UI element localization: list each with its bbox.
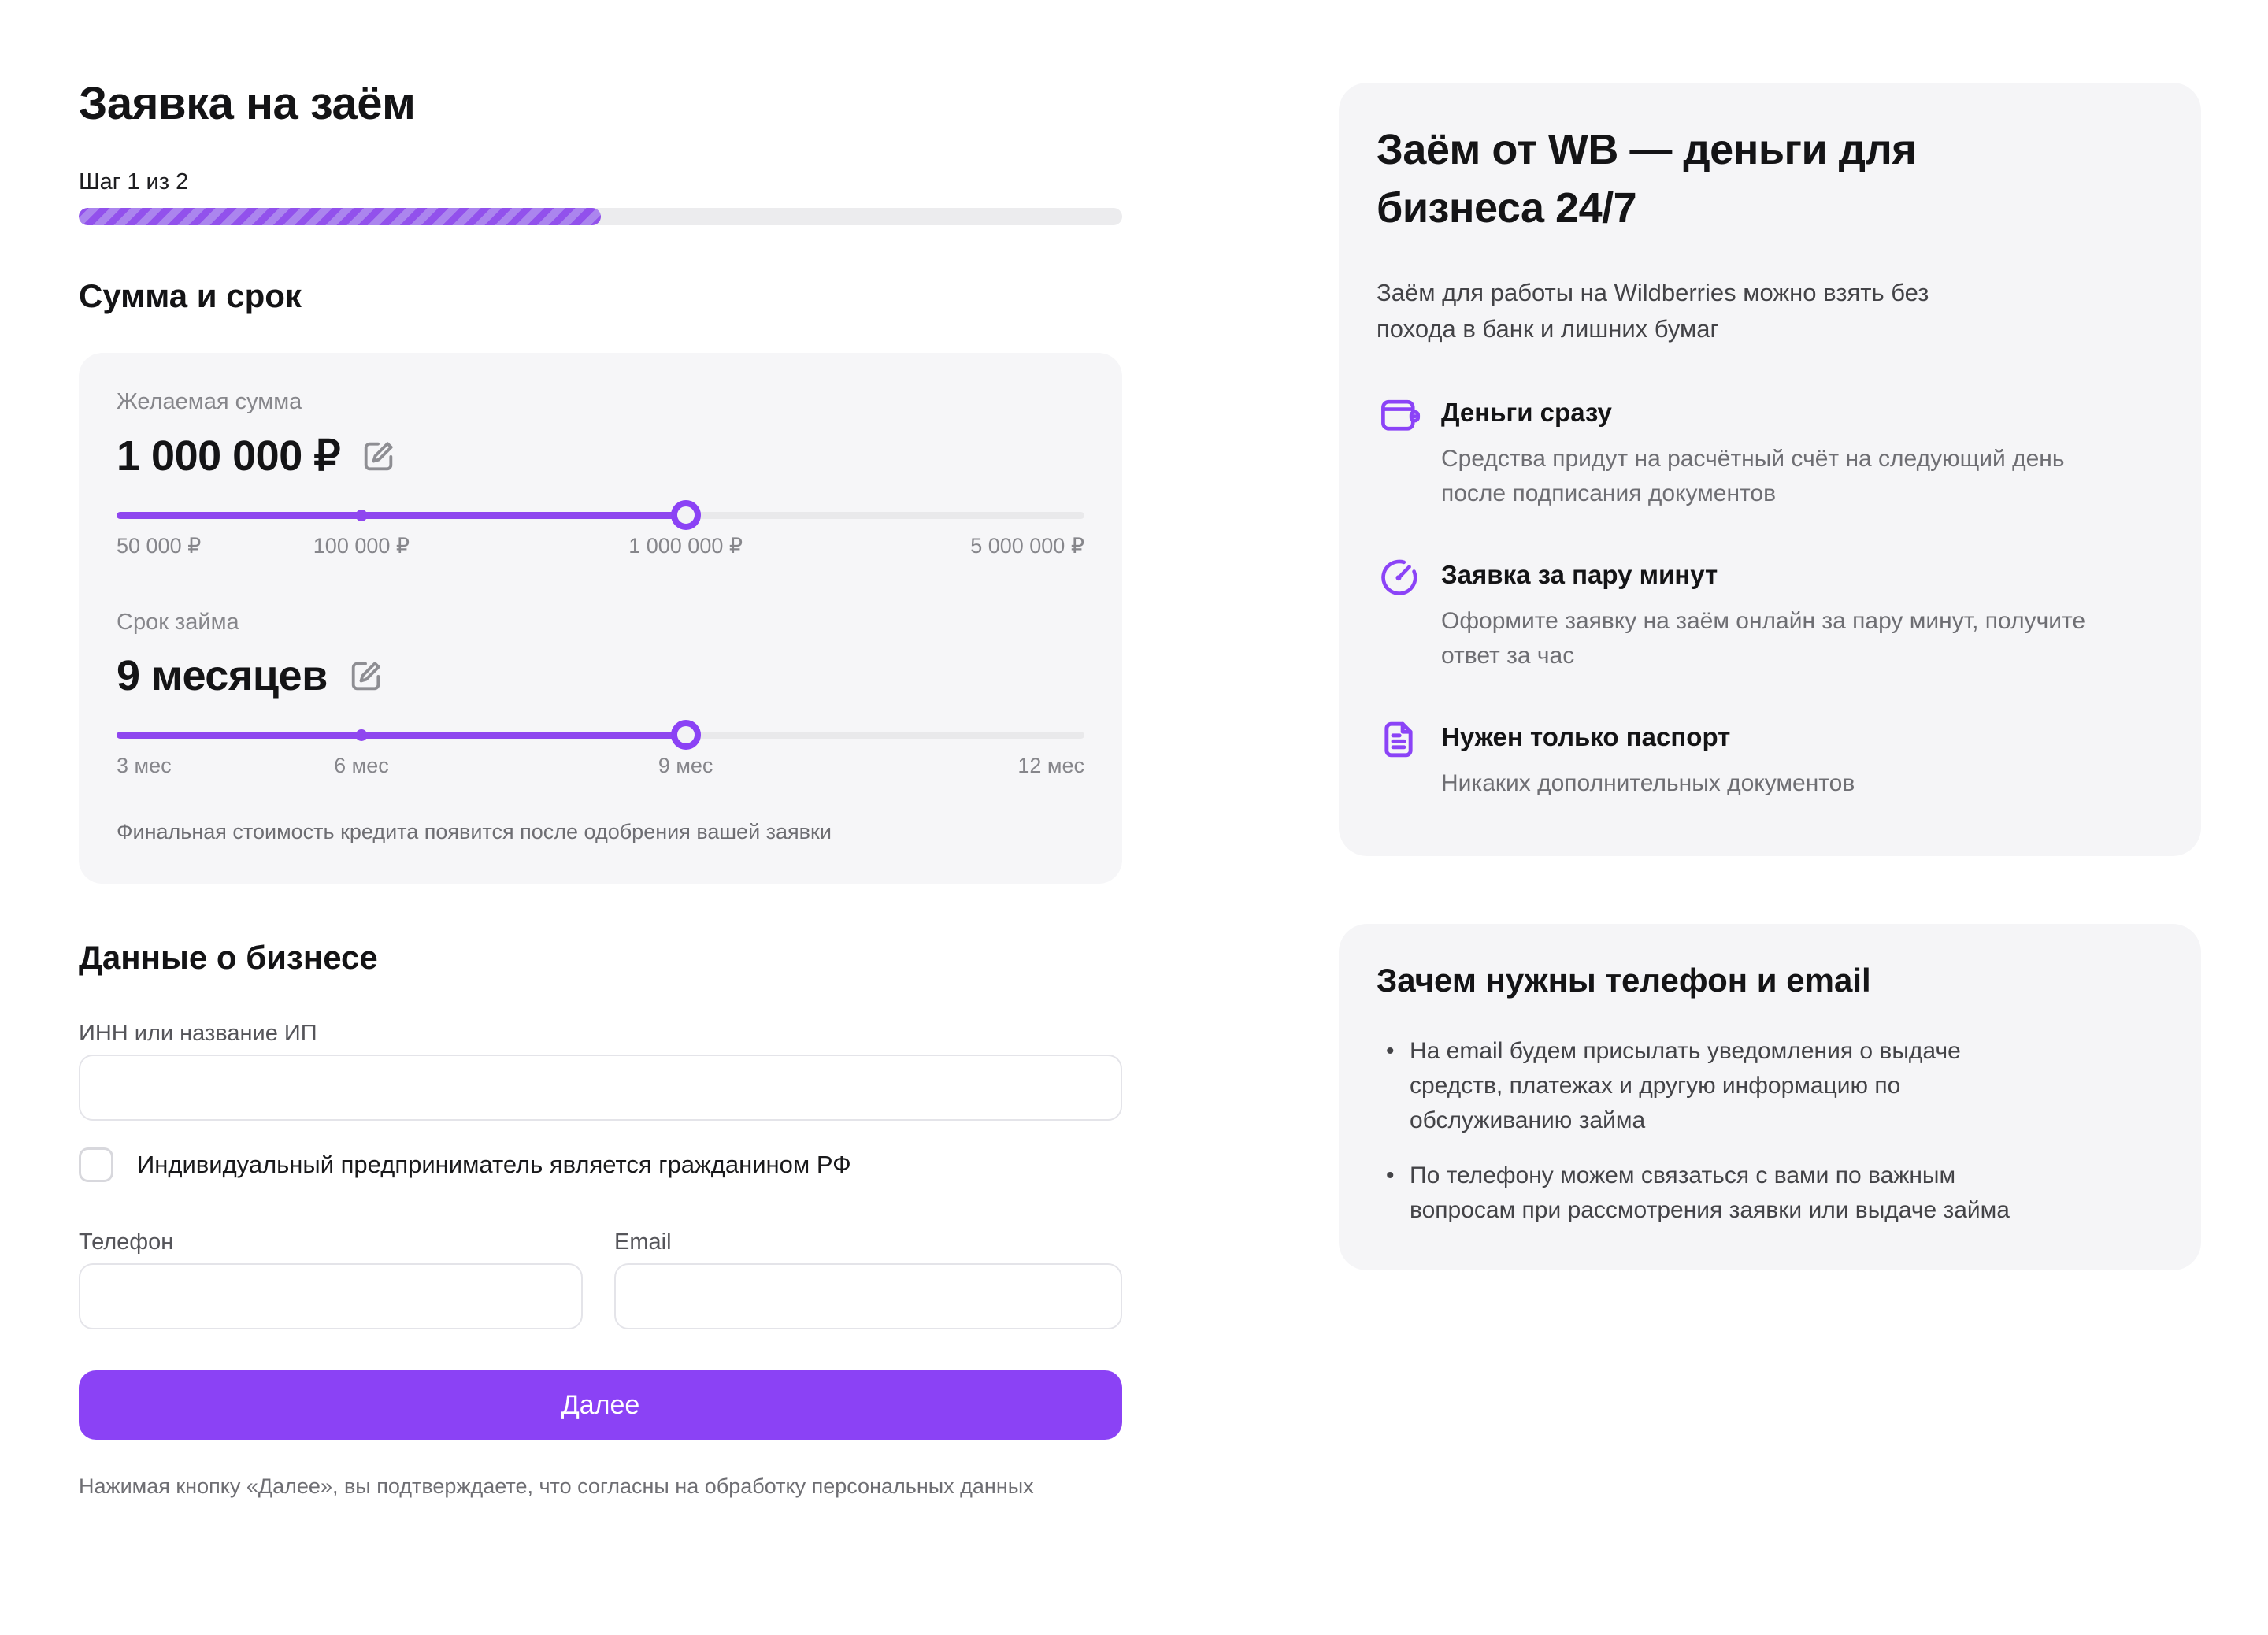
feature-passport-only: Нужен только паспорт Никаких дополнитель… (1377, 721, 2163, 801)
term-slider-fill (117, 732, 686, 739)
bullet-text: На email будем присылать уведомления о в… (1410, 1038, 1961, 1133)
promo-card: Заём от WB — деньги для бизнеса 24/7 Заё… (1339, 83, 2201, 856)
citizen-checkbox-row[interactable]: Индивидуальный предприниматель является … (79, 1147, 1122, 1182)
feature-list: Деньги сразу Средства придут на расчётны… (1377, 398, 2163, 801)
amount-label: Желаемая сумма (117, 389, 302, 414)
edit-amount-icon[interactable] (361, 438, 397, 474)
feature-description: Никаких дополнительных документов (1441, 770, 1855, 796)
citizen-checkbox[interactable] (79, 1147, 113, 1182)
amount-section-heading: Сумма и срок (79, 277, 302, 314)
next-button[interactable]: Далее (79, 1370, 1122, 1440)
list-item: • По телефону можем связаться с вами по … (1377, 1159, 2055, 1228)
promo-subtitle: Заём для работы на Wildberries можно взя… (1377, 279, 1929, 343)
info-column: Заём от WB — деньги для бизнеса 24/7 Заё… (1339, 83, 2201, 1270)
feature-description: Оформите заявку на заём онлайн за пару м… (1441, 608, 2086, 669)
edit-term-icon[interactable] (348, 658, 384, 694)
term-label: Срок займа (117, 610, 239, 635)
document-icon (1377, 717, 1421, 762)
term-value: 9 месяцев (117, 652, 328, 699)
progress-fill (79, 208, 601, 225)
phone-input[interactable] (79, 1263, 583, 1329)
list-item: • На email будем присылать уведомления о… (1377, 1034, 2055, 1138)
term-tick-3: 9 мес (658, 754, 713, 777)
feature-title: Нужен только паспорт (1441, 722, 1731, 751)
amount-slider-step-dot (355, 510, 368, 521)
step-indicator: Шаг 1 из 2 (79, 169, 189, 195)
why-contacts-title: Зачем нужны телефон и email (1377, 962, 1871, 999)
citizen-checkbox-label: Индивидуальный предприниматель является … (137, 1151, 851, 1178)
term-tick-max: 12 мес (1017, 754, 1084, 777)
amount-tick-min: 50 000 ₽ (117, 534, 202, 558)
promo-title: Заём от WB — деньги для бизнеса 24/7 (1377, 126, 1917, 232)
feature-title: Деньги сразу (1441, 398, 1612, 427)
speedometer-icon (1377, 555, 1421, 599)
progress-bar (79, 208, 1122, 225)
email-label: Email (614, 1229, 672, 1255)
page-title: Заявка на заём (79, 78, 416, 129)
term-slider-step-dot (355, 729, 368, 741)
amount-slider-ticks: 50 000 ₽ 100 000 ₽ 1 000 000 ₽ 5 000 000… (117, 534, 1084, 561)
term-tick-2: 6 мес (334, 754, 389, 777)
business-section-heading: Данные о бизнесе (79, 939, 378, 976)
phone-label: Телефон (79, 1229, 174, 1255)
term-tick-min: 3 мес (117, 754, 172, 777)
feature-description: Средства придут на расчётный счёт на сле… (1441, 446, 2065, 506)
wallet-icon (1377, 393, 1421, 437)
amount-tick-3: 1 000 000 ₽ (628, 534, 743, 558)
term-slider-ticks: 3 мес 6 мес 9 мес 12 мес (117, 754, 1084, 780)
email-input[interactable] (614, 1263, 1122, 1329)
phone-field-group: Телефон (79, 1229, 583, 1329)
amount-slider-thumb[interactable] (670, 500, 701, 530)
bullet-marker: • (1386, 1038, 1395, 1064)
feature-fast-application: Заявка за пару минут Оформите заявку на … (1377, 559, 2163, 673)
consent-disclaimer: Нажимая кнопку «Далее», вы подтверждаете… (79, 1474, 1034, 1498)
feature-title: Заявка за пару минут (1441, 560, 1718, 589)
term-slider[interactable] (117, 717, 1084, 752)
application-form-column: Заявка на заём Шаг 1 из 2 Сумма и срок Ж… (79, 0, 1122, 1499)
final-cost-note: Финальная стоимость кредита появится пос… (117, 820, 832, 843)
email-field-group: Email (614, 1229, 1122, 1329)
feature-money-fast: Деньги сразу Средства придут на расчётны… (1377, 398, 2163, 511)
inn-label: ИНН или название ИП (79, 1021, 317, 1046)
amount-value-row: 1 000 000 ₽ (117, 431, 1084, 480)
inn-input[interactable] (79, 1055, 1122, 1121)
amount-slider-fill (117, 512, 686, 519)
why-contacts-card: Зачем нужны телефон и email • На email б… (1339, 924, 2201, 1270)
bullet-text: По телефону можем связаться с вами по ва… (1410, 1162, 2010, 1223)
amount-slider[interactable] (117, 498, 1084, 532)
term-value-row: 9 месяцев (117, 651, 1084, 700)
amount-value: 1 000 000 ₽ (117, 432, 341, 480)
why-contacts-list: • На email будем присылать уведомления о… (1377, 1034, 2163, 1228)
amount-tick-2: 100 000 ₽ (313, 534, 410, 558)
amount-term-card: Желаемая сумма 1 000 000 ₽ 50 000 ₽ 10 (79, 353, 1122, 884)
contacts-inputs-row: Телефон Email (79, 1229, 1122, 1329)
term-slider-thumb[interactable] (670, 720, 701, 750)
amount-tick-max: 5 000 000 ₽ (970, 534, 1084, 558)
bullet-marker: • (1386, 1162, 1395, 1188)
